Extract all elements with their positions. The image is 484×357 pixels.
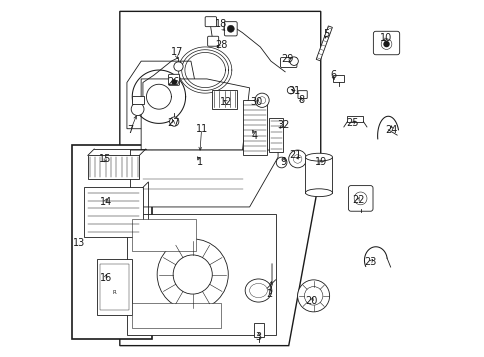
Bar [316, 26, 332, 61]
Text: 13: 13 [73, 237, 85, 247]
FancyBboxPatch shape [205, 17, 216, 27]
Circle shape [172, 80, 176, 84]
Text: 5: 5 [322, 30, 329, 40]
Text: 3: 3 [255, 332, 261, 342]
Text: 16: 16 [99, 273, 111, 283]
Text: 8: 8 [298, 95, 303, 105]
FancyBboxPatch shape [168, 74, 179, 85]
Polygon shape [120, 11, 320, 346]
Text: 30: 30 [250, 97, 262, 107]
Ellipse shape [305, 153, 332, 161]
Circle shape [288, 150, 306, 168]
Text: 15: 15 [99, 154, 111, 164]
Circle shape [380, 39, 391, 49]
Text: 12: 12 [220, 97, 232, 107]
Circle shape [289, 57, 298, 65]
FancyBboxPatch shape [348, 186, 372, 211]
Circle shape [169, 117, 179, 126]
Circle shape [304, 287, 322, 305]
Circle shape [173, 62, 183, 71]
Ellipse shape [244, 279, 271, 302]
Text: 7: 7 [127, 126, 133, 136]
FancyBboxPatch shape [88, 155, 139, 178]
Text: 19: 19 [314, 157, 326, 167]
Circle shape [287, 87, 294, 94]
Text: 23: 23 [363, 257, 376, 267]
FancyBboxPatch shape [373, 31, 399, 55]
Circle shape [276, 157, 287, 168]
Bar [84, 187, 143, 237]
Text: 17: 17 [170, 47, 182, 57]
Text: 2: 2 [266, 289, 272, 299]
Text: 9: 9 [280, 157, 286, 167]
Bar [132, 220, 196, 251]
Text: 20: 20 [305, 296, 318, 306]
Text: 1: 1 [197, 157, 202, 167]
Polygon shape [127, 61, 197, 129]
Circle shape [293, 155, 301, 163]
Bar [96, 258, 132, 316]
FancyBboxPatch shape [297, 91, 306, 99]
Bar [305, 157, 332, 193]
Text: 6: 6 [330, 70, 335, 80]
Circle shape [353, 192, 366, 205]
Text: 27: 27 [166, 119, 179, 129]
Circle shape [297, 280, 329, 312]
Bar [132, 303, 221, 328]
Text: 18: 18 [214, 19, 227, 29]
Polygon shape [127, 214, 276, 335]
Bar [254, 323, 264, 337]
Text: 32: 32 [277, 120, 289, 130]
Circle shape [157, 239, 228, 310]
Bar [333, 75, 343, 82]
Bar [212, 90, 237, 109]
Polygon shape [141, 79, 249, 150]
Circle shape [258, 97, 265, 104]
Text: R: R [112, 290, 116, 295]
Circle shape [255, 93, 269, 107]
Circle shape [383, 41, 388, 46]
Ellipse shape [305, 189, 332, 197]
Text: 24: 24 [385, 126, 397, 136]
Circle shape [173, 255, 212, 294]
Bar [72, 145, 151, 338]
Text: 11: 11 [195, 124, 207, 134]
FancyBboxPatch shape [224, 22, 237, 36]
Ellipse shape [249, 283, 267, 298]
Text: 28: 28 [214, 40, 227, 50]
Text: 26: 26 [166, 77, 179, 87]
Text: 10: 10 [379, 33, 392, 43]
Circle shape [227, 25, 234, 32]
FancyBboxPatch shape [207, 36, 218, 46]
Bar [269, 118, 283, 152]
Text: 21: 21 [289, 150, 302, 160]
Polygon shape [130, 150, 277, 207]
Bar [100, 264, 128, 310]
Text: 22: 22 [351, 195, 363, 205]
Text: 29: 29 [280, 54, 292, 64]
Text: 31: 31 [287, 86, 300, 96]
Bar [347, 116, 363, 122]
Text: 4: 4 [251, 131, 257, 141]
FancyBboxPatch shape [131, 96, 143, 104]
Text: 25: 25 [346, 119, 358, 129]
Bar [242, 100, 267, 155]
FancyBboxPatch shape [280, 57, 296, 67]
Circle shape [131, 103, 144, 116]
Text: 14: 14 [99, 197, 111, 207]
